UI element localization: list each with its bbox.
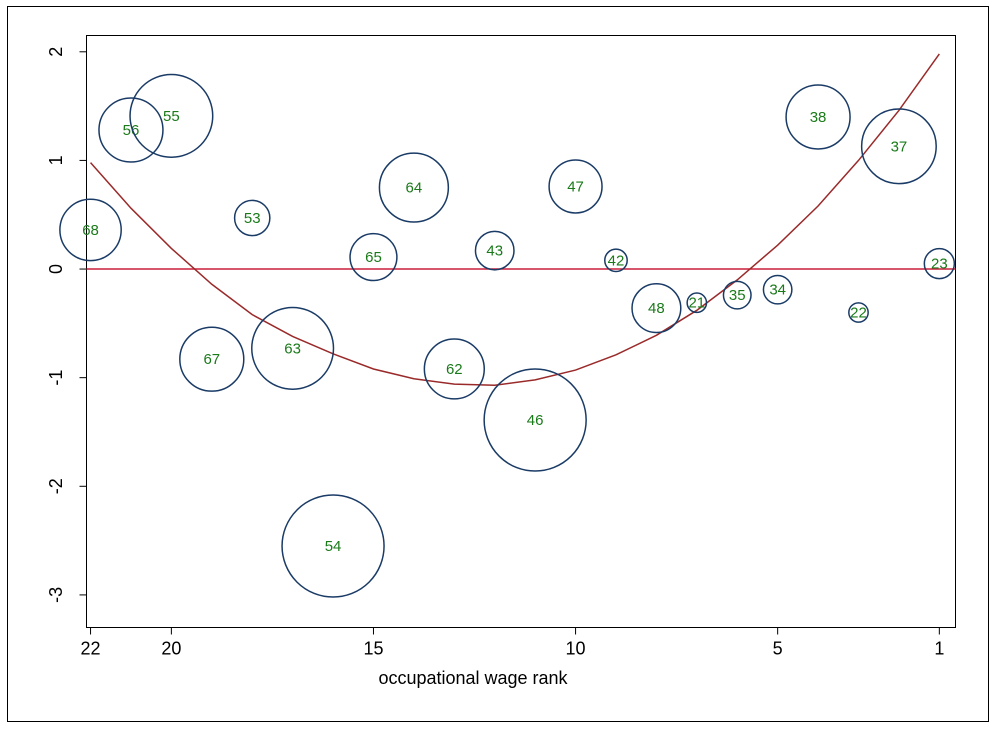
bubble-63	[251, 306, 335, 390]
bubble-68	[59, 198, 122, 262]
y-tick-label: -3	[46, 587, 66, 603]
bubble-42	[604, 248, 628, 273]
bubble-label-23: 23	[931, 256, 948, 273]
bubble-22	[848, 302, 869, 323]
bubble-label-38: 38	[810, 109, 827, 126]
bubble-label-37: 37	[891, 138, 908, 155]
fit-curve-layer	[89, 53, 940, 387]
bubble-label-67: 67	[203, 351, 220, 368]
bubble-56	[98, 97, 164, 163]
bubble-label-46: 46	[527, 412, 544, 429]
bubble-43	[474, 230, 515, 271]
bubble-37	[860, 108, 937, 185]
bubble-label-43: 43	[486, 243, 503, 260]
y-tick-label: 1	[46, 155, 66, 165]
bubble-label-53: 53	[244, 210, 261, 227]
bubble-55	[129, 73, 214, 158]
y-tick-label: 0	[46, 264, 66, 274]
bubble-48	[631, 283, 682, 334]
bubble-label-64: 64	[406, 180, 423, 197]
bubble-23	[923, 247, 956, 280]
bubble-38	[785, 84, 851, 150]
bubble-label-35: 35	[729, 287, 746, 304]
bubble-53	[233, 199, 271, 237]
x-tick-label: 20	[161, 639, 181, 659]
quadratic-fit-curve	[89, 53, 940, 387]
x-tick-label: 10	[566, 639, 586, 659]
y-axis: -3 -2 -1 0 1 2	[46, 47, 87, 603]
bubble-label-47: 47	[567, 178, 584, 195]
x-tick-label: 5	[773, 639, 783, 659]
bubble-64	[378, 152, 450, 223]
bubble-21	[686, 292, 708, 314]
x-tick-label: 1	[934, 639, 944, 659]
bubble-label-55: 55	[163, 108, 180, 125]
bubble-label-62: 62	[446, 361, 463, 378]
bubble-35	[722, 280, 752, 310]
bubble-label-54: 54	[325, 538, 342, 555]
x-axis-title: occupational wage rank	[378, 668, 568, 688]
x-tick-label: 22	[81, 639, 101, 659]
x-axis: 22 20 15 10 5 1	[81, 627, 944, 659]
plot-region	[86, 35, 956, 628]
bubble-label-68: 68	[82, 222, 99, 239]
bubble-label-22: 22	[850, 304, 867, 321]
bubble-46	[483, 368, 587, 472]
bubble-67	[179, 326, 245, 392]
bubble-label-42: 42	[608, 252, 625, 269]
bubble-65	[349, 232, 398, 282]
y-tick-label: 2	[46, 47, 66, 57]
bubble-47	[548, 159, 603, 214]
bubble-label-48: 48	[648, 300, 665, 317]
y-tick-label: -1	[46, 370, 66, 386]
bubble-54	[281, 494, 385, 598]
bubble-label-63: 63	[284, 340, 301, 357]
bubble-label-21: 21	[688, 295, 705, 312]
bubble-34	[762, 274, 793, 305]
bubble-label-65: 65	[365, 249, 382, 266]
bubble-62	[423, 338, 486, 400]
bubble-label-34: 34	[769, 282, 786, 299]
x-tick-label: 15	[363, 639, 383, 659]
y-tick-label: -2	[46, 478, 66, 494]
